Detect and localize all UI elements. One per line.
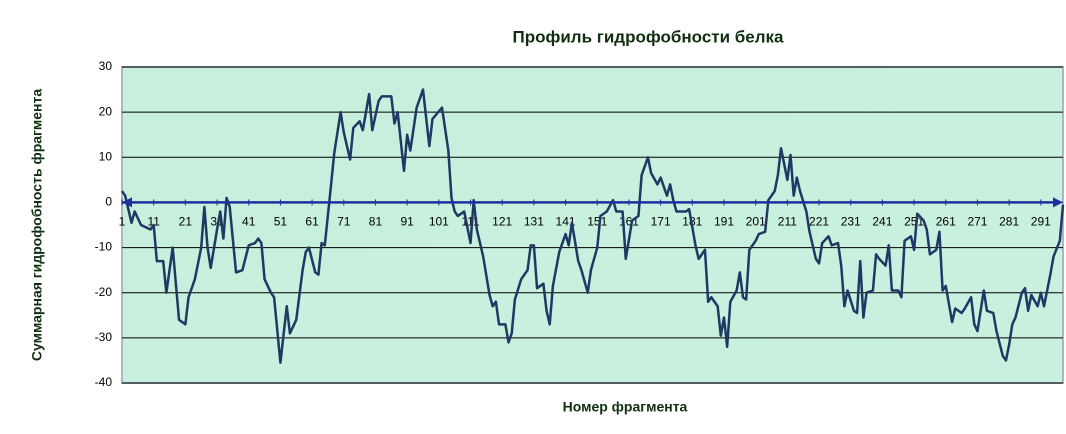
x-tick-label: 151 [587,215,607,229]
x-tick-label: 61 [305,215,319,229]
y-tick-label: -30 [95,330,113,344]
y-tick-label: 0 [105,195,112,209]
x-tick-label: 171 [651,215,671,229]
x-axis-label: Номер фрагмента [563,399,688,415]
y-tick-label: -40 [95,375,113,389]
x-tick-label: 131 [524,215,544,229]
x-tick-label: 261 [936,215,956,229]
x-tick-label: 221 [809,215,829,229]
x-tick-label: 71 [337,215,351,229]
x-tick-label: 51 [274,215,288,229]
y-tick-label: 30 [99,59,113,73]
plot-area [121,66,1064,384]
x-tick-label: 41 [242,215,256,229]
x-tick-label: 271 [967,215,987,229]
y-tick-label: 10 [99,149,113,163]
x-tick-label: 241 [872,215,892,229]
axis-arrow [122,197,132,208]
x-tick-label: 291 [1031,215,1051,229]
x-tick-label: 211 [778,215,797,229]
x-tick-label: 21 [179,215,193,229]
data-line [120,88,1065,364]
y-tick-label: -20 [95,285,113,299]
x-tick-label: 11 [147,215,160,229]
x-tick-label: 121 [492,215,512,229]
y-axis-label: Суммарная гидрофобность фрагмента [29,89,45,361]
x-tick-label: 231 [841,215,861,229]
x-tick-label: 91 [400,215,414,229]
x-tick-label: 101 [429,215,449,229]
y-tick-label: 20 [99,104,113,118]
x-tick-label: 201 [746,215,766,229]
x-tick-label: 191 [714,215,734,229]
x-tick-label: 281 [999,215,1019,229]
x-tick-label: 251 [904,215,924,229]
axis-arrow [1053,197,1063,208]
chart-title: Профиль гидрофобности белка [512,27,784,46]
y-tick-label: -10 [95,240,113,254]
x-tick-label: 81 [369,215,383,229]
x-tick-label: 1 [119,215,126,229]
